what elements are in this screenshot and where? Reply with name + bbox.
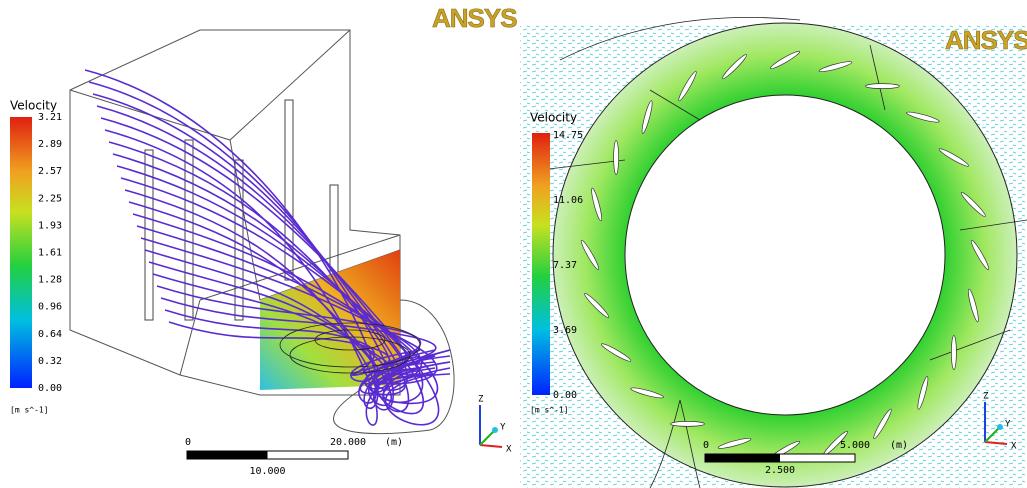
axis-label-z: Z	[983, 392, 989, 402]
axis-y-tip	[492, 427, 498, 433]
legend-tick-label: 2.57	[38, 166, 62, 177]
axis-label-x: X	[1011, 442, 1017, 452]
scale-end: 20.000	[330, 437, 366, 448]
legend-title: Velocity	[10, 99, 57, 113]
legend-tick-label: 1.93	[38, 220, 62, 231]
blade	[866, 84, 900, 89]
scale-bar-fill	[187, 451, 268, 459]
logo: ANSYS	[945, 25, 1027, 55]
legend-tick-label: 7.37	[553, 260, 577, 271]
axis-label-y: Y	[500, 423, 506, 433]
logo: ANSYS	[432, 3, 517, 33]
legend-tick-label: 0.96	[38, 302, 62, 313]
legend-tick-label: 0.32	[38, 356, 62, 367]
color-bar	[10, 117, 32, 388]
legend-tick-label: 2.89	[38, 139, 62, 150]
axis-y-tip	[997, 424, 1003, 430]
scale-unit: (m)	[890, 440, 908, 451]
scale-bar-fill	[705, 454, 780, 462]
scale-end: 5.000	[840, 440, 870, 451]
axis-y	[480, 431, 494, 445]
scale-start: 0	[703, 440, 709, 451]
legend-tick-label: 1.28	[38, 275, 62, 286]
right-scene	[520, 17, 1027, 488]
legend-tick-label: 1.61	[38, 248, 62, 259]
legend-tick-label: 14.75	[553, 130, 583, 141]
axis-x	[480, 445, 502, 447]
scale-start: 0	[185, 437, 191, 448]
blade	[614, 141, 619, 175]
legend-tick-label: 0.64	[38, 329, 62, 340]
legend-tick-label: 0.00	[38, 383, 62, 394]
axis-label-y: Y	[1005, 420, 1011, 430]
legend-unit: [m s^-1]	[10, 406, 49, 415]
legend-unit: [m s^-1]	[530, 406, 569, 415]
blade	[951, 336, 956, 370]
axis-label-x: X	[506, 445, 512, 455]
axis-label-z: Z	[478, 395, 484, 405]
legend-tick-label: 11.06	[553, 195, 583, 206]
scale-unit: (m)	[385, 437, 403, 448]
scale-mid: 10.000	[249, 466, 285, 477]
legend-tick-label: 0.00	[553, 390, 577, 401]
figure: ANSYSVelocity3.212.892.572.251.931.611.2…	[0, 0, 1027, 488]
scale-mid: 2.500	[765, 465, 795, 476]
legend-tick-label: 3.69	[553, 325, 577, 336]
blade	[671, 421, 705, 426]
color-bar	[532, 133, 550, 395]
legend-tick-label: 3.21	[38, 112, 62, 123]
legend-title: Velocity	[530, 111, 577, 125]
legend-tick-label: 2.25	[38, 193, 62, 204]
